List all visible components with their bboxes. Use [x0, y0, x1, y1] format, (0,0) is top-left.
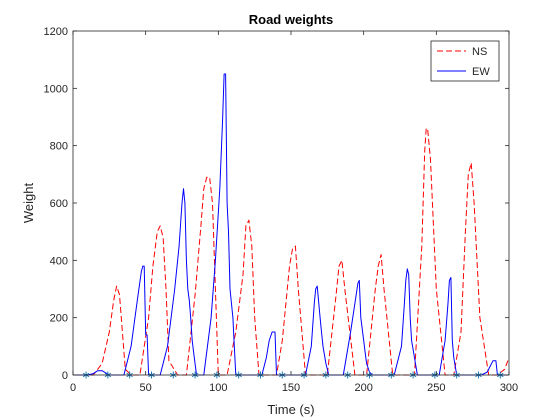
plot-area: [73, 31, 509, 375]
x-tick-label: 150: [282, 382, 300, 394]
legend: NS EW: [431, 41, 499, 81]
x-tick-label: 200: [354, 382, 372, 394]
x-tick-label: 100: [209, 382, 227, 394]
y-tick-label: 600: [50, 198, 68, 210]
legend-ns-label: NS: [472, 46, 487, 58]
y-tick-label: 400: [50, 255, 68, 267]
y-tick-label: 1200: [44, 26, 68, 38]
y-tick-label: 200: [50, 313, 68, 325]
legend-ew-label: EW: [472, 66, 490, 78]
x-tick-label: 50: [140, 382, 152, 394]
x-tick-label: 300: [500, 382, 518, 394]
x-tick-label: 250: [427, 382, 445, 394]
x-axis-label: Time (s): [267, 402, 314, 417]
y-tick-label: 0: [62, 370, 68, 382]
chart-title: Road weights: [249, 12, 334, 27]
y-axis-label: Weight: [21, 183, 36, 224]
x-tick-label: 0: [70, 382, 76, 394]
y-tick-label: 800: [50, 141, 68, 153]
y-tick-label: 1000: [44, 83, 68, 95]
